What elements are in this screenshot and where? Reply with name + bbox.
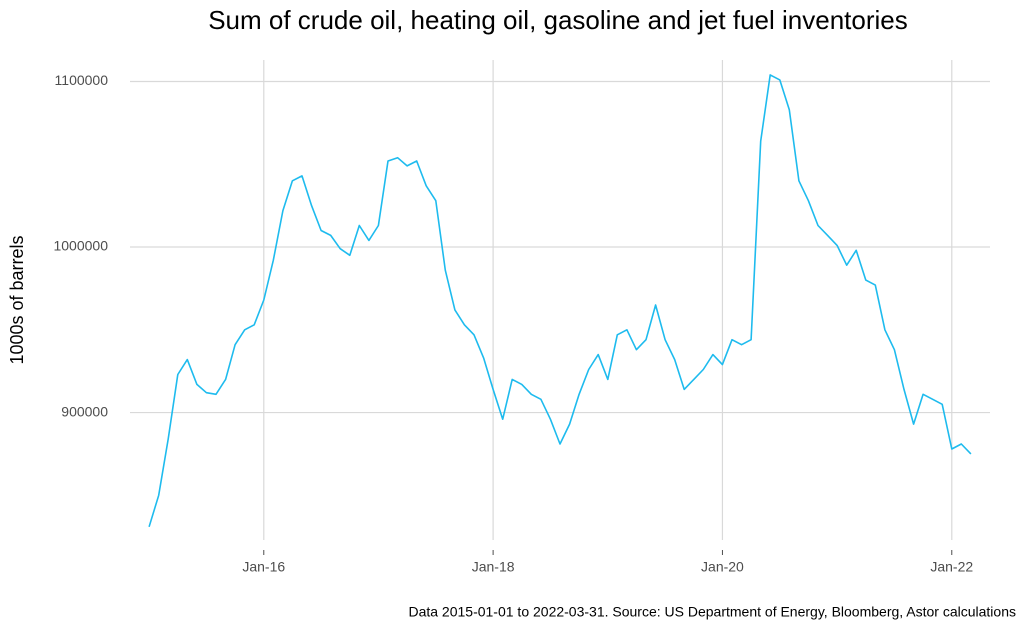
x-tick-label: Jan-18: [472, 559, 515, 575]
y-tick-label: 1100000: [55, 72, 109, 88]
y-tick-label: 900000: [61, 403, 108, 419]
x-tick-label: Jan-16: [242, 559, 285, 575]
caption: Data 2015-01-01 to 2022-03-31. Source: U…: [408, 604, 1016, 620]
chart-title: Sum of crude oil, heating oil, gasoline …: [208, 5, 908, 35]
y-axis-label: 1000s of barrels: [7, 235, 27, 364]
x-tick-label: Jan-20: [701, 559, 744, 575]
data-line: [148, 74, 972, 528]
y-tick-label: 1000000: [53, 238, 108, 254]
x-tick-label: Jan-22: [930, 559, 973, 575]
